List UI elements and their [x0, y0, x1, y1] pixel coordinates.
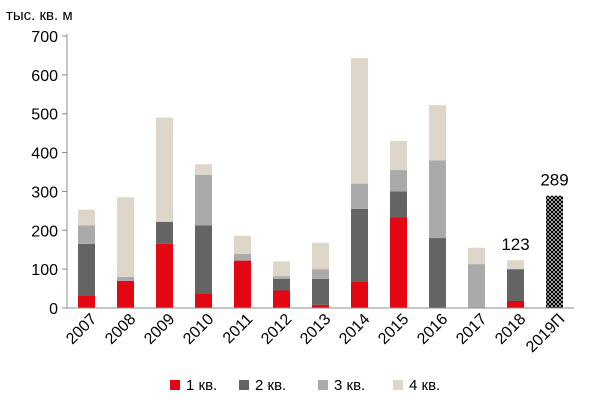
x-tick-label: 2007 [63, 311, 100, 348]
legend-label: 2 кв. [255, 377, 286, 394]
bar-segment-1 [78, 295, 95, 308]
bar-segment-2 [390, 191, 407, 218]
x-axis: 2007 2008 2009 2010 2011 2012 2013 2014 2015 2016… [63, 307, 574, 356]
x-tick-label: 2013 [297, 311, 334, 348]
bar-segment-2 [429, 238, 446, 308]
data-label: 289 [540, 171, 568, 190]
bar-segment-1 [507, 301, 524, 308]
bar-segment-2 [78, 243, 95, 296]
y-tick-label: 600 [31, 68, 58, 85]
bar-segment-2 [507, 269, 524, 302]
legend-swatch [318, 380, 328, 390]
bar-segment-4 [234, 235, 251, 254]
data-labels: 123 289 [501, 171, 568, 255]
bar-segment-4 [273, 261, 290, 277]
bar-segment-3 [390, 170, 407, 192]
y-tick-label: 0 [49, 301, 58, 318]
y-axis: 0 100 200 300 400 500 600 700 [31, 29, 68, 318]
bar-segment-4 [351, 58, 368, 184]
y-tick-label: 300 [31, 184, 58, 201]
x-tick-label: 2017 [453, 311, 490, 348]
bar-segment-3 [312, 269, 329, 279]
bar-segment-3 [78, 225, 95, 244]
y-tick-label: 200 [31, 223, 58, 240]
legend-label: 1 кв. [186, 377, 217, 394]
data-label: 123 [501, 235, 529, 254]
bar-segment-1 [117, 280, 134, 308]
bar-segment-2 [195, 225, 212, 294]
bar-segment-1 [351, 281, 368, 308]
bar-segment-1 [156, 243, 173, 308]
legend-swatch [393, 380, 403, 390]
bar-segment-4 [507, 260, 524, 270]
x-tick-label: 2014 [336, 311, 373, 348]
forecast-bar [546, 195, 563, 308]
bar-segment-4 [195, 164, 212, 175]
bar-segment-3 [468, 264, 485, 308]
bar-segment-2 [273, 278, 290, 291]
x-tick-label: 2016 [414, 311, 451, 348]
x-tick-label: 2012 [258, 311, 295, 348]
bar-segment-2 [351, 208, 368, 282]
y-tick-label: 500 [31, 107, 58, 124]
bar-segment-1 [273, 290, 290, 308]
legend-label: 4 кв. [409, 377, 440, 394]
bars [78, 58, 563, 308]
bar-segment-4 [429, 105, 446, 161]
bar-segment-4 [78, 209, 95, 226]
bar-segment-4 [312, 242, 329, 270]
bar-segment-4 [117, 197, 134, 277]
x-tick-label: 2010 [180, 311, 217, 348]
bar-segment-1 [195, 293, 212, 308]
x-tick-label: 2019П [523, 311, 568, 356]
bar-segment-3 [351, 183, 368, 209]
bar-segment-1 [390, 217, 407, 308]
bar-segment-3 [273, 276, 290, 279]
bar-segment-1 [312, 304, 329, 308]
bar-segment-3 [429, 160, 446, 239]
legend-swatch [239, 380, 249, 390]
bar-segment-4 [156, 117, 173, 222]
legend-swatch [170, 380, 180, 390]
x-tick-label: 2008 [102, 311, 139, 348]
y-tick-label: 400 [31, 146, 58, 163]
bar-segment-2 [156, 221, 173, 244]
y-tick-label: 700 [31, 29, 58, 46]
bar-segment-1 [234, 260, 251, 308]
bar-segment-3 [234, 253, 251, 261]
y-tick-label: 100 [31, 262, 58, 279]
bar-segment-3 [195, 174, 212, 226]
bar-segment-2 [312, 278, 329, 305]
unit-label: тыс. кв. м [6, 7, 73, 24]
legend-label: 3 кв. [334, 377, 365, 394]
bar-segment-4 [390, 140, 407, 171]
bar-segment-3 [117, 276, 134, 281]
x-tick-label: 2009 [141, 311, 178, 348]
x-tick-label: 2015 [375, 311, 412, 348]
x-tick-label: 2011 [220, 311, 256, 347]
legend: 1 кв. 2 кв. 3 кв. 4 кв. [170, 377, 440, 394]
bar-segment-4 [468, 247, 485, 265]
